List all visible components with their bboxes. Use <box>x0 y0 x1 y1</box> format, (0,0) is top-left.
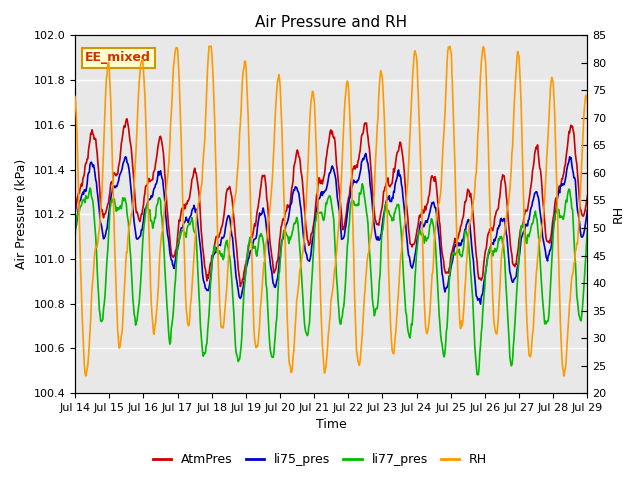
AtmPres <box>124 116 131 122</box>
AtmPres <box>71 210 79 216</box>
AtmPres <box>186 194 194 200</box>
Y-axis label: Air Pressure (kPa): Air Pressure (kPa) <box>15 159 28 269</box>
li77_pres <box>133 318 141 324</box>
li77_pres <box>474 372 481 378</box>
li77_pres <box>394 202 402 208</box>
li75_pres <box>409 264 417 269</box>
Y-axis label: RH: RH <box>612 205 625 223</box>
li75_pres <box>477 301 484 307</box>
li75_pres <box>81 187 88 193</box>
li77_pres <box>81 198 88 204</box>
li77_pres <box>584 225 591 231</box>
li75_pres <box>362 151 370 156</box>
RH <box>133 124 141 130</box>
Line: AtmPres: AtmPres <box>75 119 588 287</box>
Text: EE_mixed: EE_mixed <box>85 51 151 64</box>
li75_pres <box>394 168 402 174</box>
RH <box>584 100 591 106</box>
RH <box>185 322 193 328</box>
Line: li77_pres: li77_pres <box>75 184 588 375</box>
li75_pres <box>185 216 193 222</box>
RH <box>213 204 221 210</box>
li77_pres <box>212 247 220 253</box>
AtmPres <box>81 172 88 178</box>
li77_pres <box>409 312 417 318</box>
RH <box>409 70 417 75</box>
li75_pres <box>133 236 141 242</box>
RH <box>205 44 213 49</box>
X-axis label: Time: Time <box>316 419 347 432</box>
AtmPres <box>584 193 591 199</box>
li75_pres <box>584 207 591 213</box>
Line: li75_pres: li75_pres <box>75 154 588 304</box>
Title: Air Pressure and RH: Air Pressure and RH <box>255 15 407 30</box>
AtmPres <box>213 234 221 240</box>
li77_pres <box>358 181 366 187</box>
li77_pres <box>71 235 79 240</box>
RH <box>71 94 79 99</box>
Legend: AtmPres, li75_pres, li77_pres, RH: AtmPres, li75_pres, li77_pres, RH <box>148 448 492 471</box>
RH <box>560 373 568 379</box>
RH <box>394 297 402 303</box>
AtmPres <box>410 241 417 247</box>
Line: RH: RH <box>75 47 588 376</box>
li75_pres <box>212 248 220 253</box>
RH <box>81 361 88 367</box>
li77_pres <box>185 221 193 227</box>
li75_pres <box>71 228 79 233</box>
AtmPres <box>237 284 244 289</box>
AtmPres <box>395 147 403 153</box>
AtmPres <box>134 211 141 217</box>
